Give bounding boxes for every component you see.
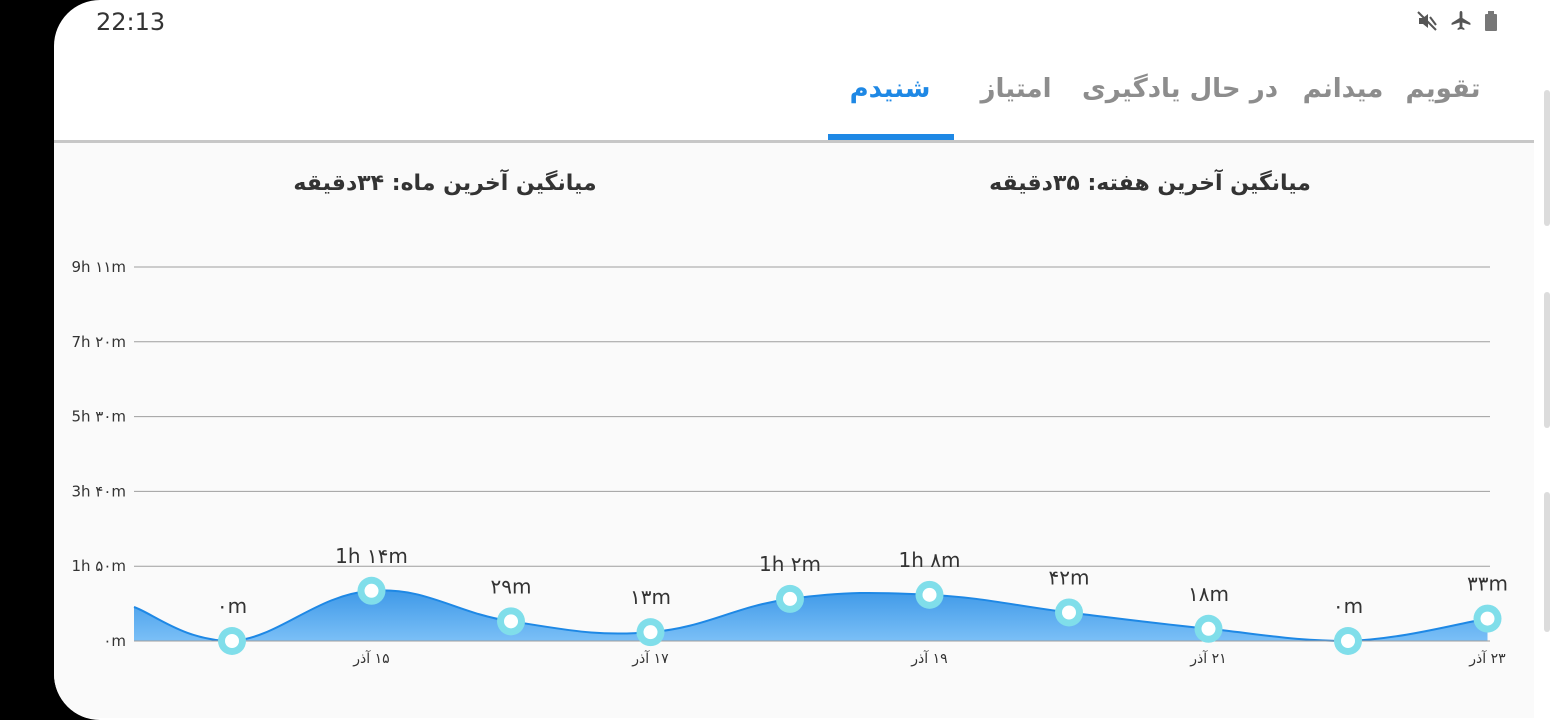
data-label: 1h ۲m: [759, 552, 821, 576]
data-label: ۲۹m: [491, 574, 532, 598]
y-axis-label: ۰m: [103, 632, 126, 650]
data-point-center: [783, 591, 797, 606]
y-axis-label: 5h ۳۰m: [71, 408, 126, 426]
scrollbar-bottom[interactable]: [1544, 492, 1550, 632]
tab-bar: تقویم میدانم در حال یادگیری امتیاز شنیدم: [54, 44, 1534, 140]
data-point-center: [1480, 611, 1495, 626]
status-bar: 22:13: [54, 0, 1560, 44]
airplane-icon: [1450, 10, 1472, 36]
tab-divider: [54, 140, 1534, 143]
y-axis-label: 7h ۲۰m: [71, 333, 126, 351]
data-point-center: [643, 625, 658, 640]
x-axis-label: ۱۵ آذر: [352, 650, 389, 667]
listening-stats-panel: میانگین آخرین هفته: ۳۵دقیقه میانگین آخری…: [54, 143, 1534, 718]
area-fill: [134, 590, 1488, 641]
data-label: ۴۲m: [1049, 565, 1090, 589]
data-label: ۱۸m: [1188, 582, 1229, 606]
data-point-center: [1201, 621, 1216, 636]
data-label: ۳۳m: [1467, 572, 1508, 596]
data-point-center: [504, 614, 518, 629]
active-tab-indicator: [828, 134, 954, 140]
y-axis-label: 9h ۱۱m: [71, 258, 126, 276]
tab-calendar[interactable]: تقویم: [1405, 74, 1481, 104]
data-point-center: [225, 634, 239, 648]
tab-listened[interactable]: شنیدم: [849, 74, 931, 104]
data-point-center: [364, 583, 379, 598]
tab-score[interactable]: امتیاز: [980, 74, 1052, 104]
tab-learning[interactable]: در حال یادگیری: [1081, 74, 1279, 104]
data-point-center: [1341, 634, 1355, 648]
mute-icon: [1416, 10, 1438, 36]
data-point-center: [1062, 605, 1076, 620]
scrollbar-middle[interactable]: [1544, 292, 1550, 428]
monthly-average: میانگین آخرین ماه: ۳۴دقیقه: [293, 171, 597, 196]
tab-known[interactable]: میدانم: [1302, 74, 1384, 104]
scrollbar-top[interactable]: [1544, 90, 1550, 226]
system-icons: [1416, 10, 1498, 36]
data-label: 1h ۸m: [899, 548, 961, 572]
x-axis-label: ۱۷ آذر: [631, 650, 669, 667]
status-time: 22:13: [96, 8, 166, 36]
data-label: ۱۳m: [630, 585, 671, 609]
data-label: ۰m: [217, 594, 247, 618]
app-window: 22:13 تقویم میدانم در حال یادگیری امتیاز…: [54, 0, 1560, 720]
data-label: 1h ۱۴m: [335, 544, 408, 568]
x-axis-label: ۲۳ آذر: [1468, 650, 1506, 667]
x-axis-label: ۲۱ آذر: [1189, 650, 1226, 667]
data-label: ۰m: [1333, 594, 1363, 618]
listening-chart: ۰m 1h ۵۰m 3h ۴۰m 5h ۳۰m 7h ۲۰m 9h ۱۱m ۰m 1h ۱۴m…: [71, 258, 1508, 667]
y-axis-label: 1h ۵۰m: [71, 557, 126, 575]
y-axis-label: 3h ۴۰m: [71, 482, 126, 500]
battery-icon: [1484, 10, 1498, 36]
weekly-average: میانگین آخرین هفته: ۳۵دقیقه: [989, 171, 1311, 196]
x-axis-label: ۱۹ آذر: [910, 650, 947, 667]
data-point-center: [922, 587, 937, 602]
